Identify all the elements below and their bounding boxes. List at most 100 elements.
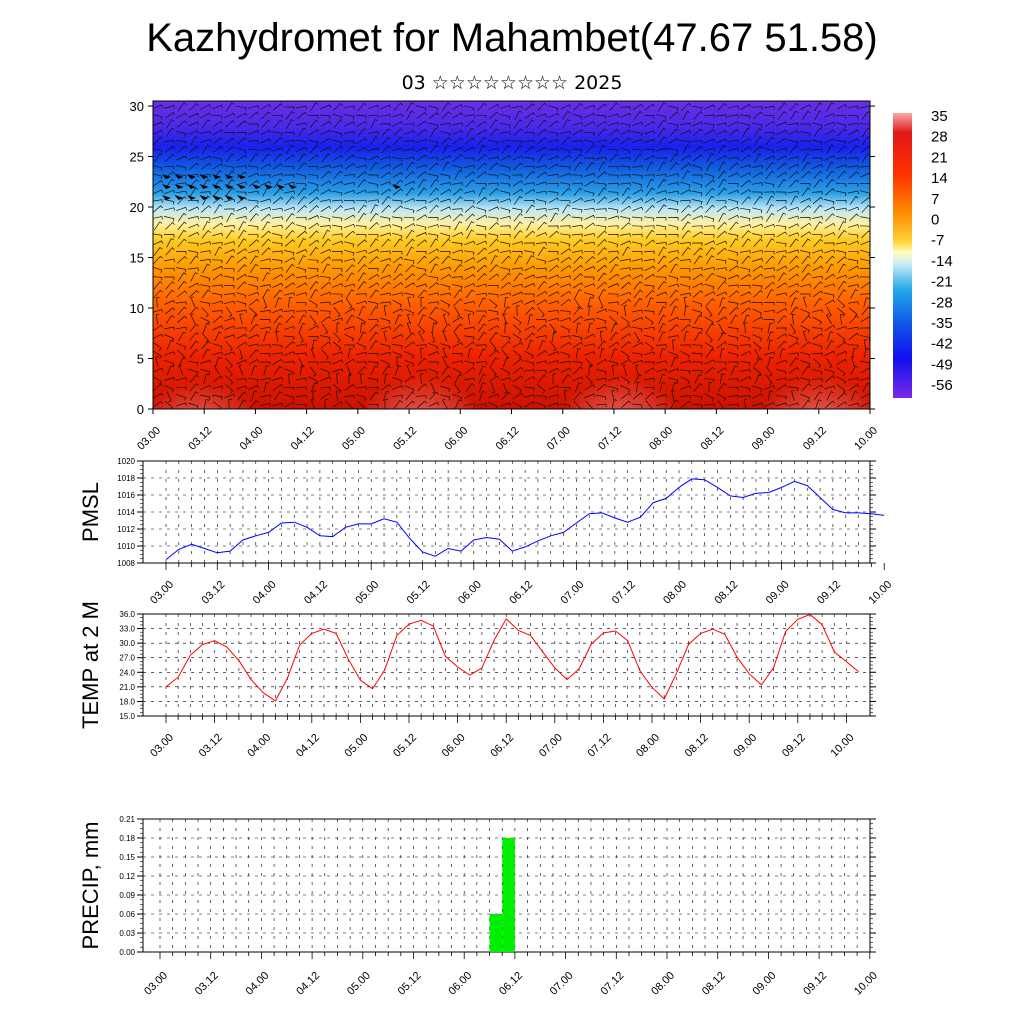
wind-barb bbox=[608, 377, 620, 381]
wind-barb bbox=[548, 282, 560, 289]
wind-barb bbox=[800, 283, 811, 288]
wind-barb bbox=[573, 298, 581, 309]
wind-barb bbox=[454, 170, 463, 180]
wind-barb bbox=[671, 390, 676, 401]
wind-barb bbox=[212, 104, 224, 110]
wind-barb bbox=[332, 130, 343, 137]
plot-frame bbox=[142, 613, 871, 717]
wind-barb bbox=[620, 385, 631, 393]
wind-barb bbox=[297, 196, 307, 205]
wind-barb bbox=[238, 221, 247, 231]
wind-barb bbox=[728, 343, 739, 349]
wind-barb bbox=[838, 221, 847, 231]
wind-barb bbox=[251, 390, 258, 401]
wind-barb bbox=[716, 130, 728, 135]
wind-barb bbox=[644, 341, 654, 351]
wind-barb bbox=[523, 140, 535, 144]
wind-barb bbox=[800, 231, 812, 238]
wind-barb bbox=[573, 306, 583, 316]
wind-barb bbox=[788, 273, 800, 281]
wind-barb bbox=[825, 357, 833, 369]
wind-barb bbox=[367, 191, 379, 195]
wind-barb bbox=[250, 255, 259, 265]
wind-barb bbox=[813, 238, 823, 247]
y-tick-label: 0.18 bbox=[119, 834, 135, 843]
wind-barb bbox=[584, 121, 596, 127]
wind-barb bbox=[259, 353, 271, 357]
wind-barb bbox=[332, 233, 343, 237]
wind-barb bbox=[153, 276, 163, 281]
y-axis-title: TEMP at 2 M bbox=[78, 601, 103, 729]
wind-barb bbox=[704, 147, 715, 152]
y-tick-label: 33.0 bbox=[119, 625, 135, 634]
wind-barb bbox=[741, 230, 751, 239]
wind-barb bbox=[718, 161, 727, 172]
wind-barb bbox=[861, 153, 870, 163]
wind-barb bbox=[165, 222, 175, 230]
wind-barb bbox=[477, 136, 487, 146]
wind-barb bbox=[500, 377, 511, 381]
wind-barb bbox=[643, 250, 655, 255]
wind-barb bbox=[332, 113, 343, 120]
wind-barb bbox=[619, 157, 631, 161]
wind-barb bbox=[333, 119, 343, 129]
wind-barb bbox=[679, 344, 691, 348]
wind-barb bbox=[404, 282, 416, 289]
wind-barb bbox=[813, 170, 823, 180]
wind-barb bbox=[739, 344, 751, 348]
wind-barb bbox=[644, 367, 656, 374]
wind-barb bbox=[276, 330, 280, 342]
wind-barb bbox=[309, 230, 319, 239]
wind-barb bbox=[607, 225, 619, 229]
wind-barb bbox=[212, 197, 224, 204]
wind-barb bbox=[512, 316, 522, 326]
wind-barb bbox=[623, 305, 628, 316]
wind-barb bbox=[356, 189, 368, 195]
wind-barb bbox=[298, 314, 307, 325]
wind-barb bbox=[391, 344, 403, 349]
wind-barb bbox=[812, 333, 824, 340]
wind-barb bbox=[692, 164, 703, 172]
wind-barb bbox=[212, 215, 223, 220]
wind-barb bbox=[644, 273, 656, 280]
wind-barb bbox=[176, 290, 188, 298]
wind-barb bbox=[692, 174, 703, 178]
wind-barb bbox=[815, 399, 822, 409]
wind-barb bbox=[547, 251, 559, 255]
wind-barb bbox=[584, 157, 595, 161]
wind-barb bbox=[848, 233, 859, 239]
wind-barb bbox=[188, 231, 200, 238]
wind-barb bbox=[668, 224, 679, 231]
wind-barb bbox=[548, 155, 560, 161]
wind-barb bbox=[620, 240, 632, 246]
wind-barb bbox=[200, 394, 211, 400]
wind-barb bbox=[356, 300, 368, 305]
wind-barb bbox=[166, 391, 172, 403]
wind-barb bbox=[420, 373, 424, 385]
wind-barb bbox=[332, 359, 344, 365]
wind-barb bbox=[369, 391, 379, 401]
wind-barb bbox=[440, 232, 451, 239]
wind-barb bbox=[344, 189, 356, 194]
wind-barb bbox=[645, 400, 653, 409]
wind-barb bbox=[585, 145, 595, 154]
y-tick-label: 1012 bbox=[117, 525, 135, 534]
wind-barb bbox=[860, 367, 870, 374]
wind-flag bbox=[162, 174, 171, 179]
wind-barb bbox=[310, 289, 319, 299]
wind-barb bbox=[668, 335, 679, 339]
wind-barb bbox=[765, 366, 773, 377]
wind-barb bbox=[560, 342, 572, 348]
wind-barb bbox=[212, 146, 224, 153]
wind-barb bbox=[850, 365, 859, 376]
wind-barb bbox=[271, 259, 283, 264]
wind-barb bbox=[847, 157, 859, 161]
wind-barb bbox=[717, 306, 727, 316]
wind-barb bbox=[847, 165, 859, 169]
wind-barb bbox=[705, 272, 715, 282]
wind-barb bbox=[477, 323, 487, 333]
wind-barb bbox=[214, 356, 222, 367]
wind-barb bbox=[596, 326, 607, 330]
wind-barb bbox=[319, 275, 331, 281]
wind-barb bbox=[646, 161, 655, 172]
